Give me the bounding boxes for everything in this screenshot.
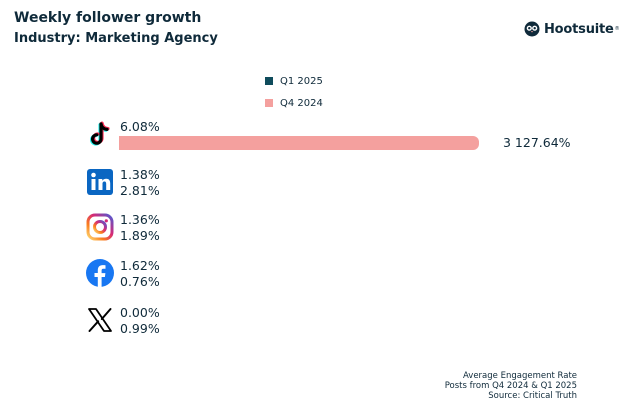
footer-period: Posts from Q4 2024 & Q1 2025 (444, 381, 577, 391)
value-label-x-q1-2025: 0.00% (120, 305, 160, 320)
chart-subtitle: Industry: Marketing Agency (14, 31, 218, 46)
chart-footer: Average Engagement Rate Posts from Q4 20… (445, 371, 577, 401)
value-label-tiktok-q4-2024: 3 127.64% (503, 135, 571, 150)
linkedin-icon (87, 169, 113, 195)
x-icon (88, 308, 112, 332)
legend-item-q4-2024: Q4 2024 (265, 95, 323, 111)
brand-name: Hootsuite (544, 21, 614, 37)
footer-metric: Average Engagement Rate (462, 371, 577, 381)
value-label-x-q4-2024: 0.99% (120, 321, 160, 336)
legend: Q1 2025 Q4 2024 (265, 73, 323, 117)
owl-icon (524, 21, 540, 37)
tiktok-icon (90, 121, 110, 146)
platform-row-linkedin: 1.38% 2.81% (0, 167, 620, 207)
facebook-icon (86, 259, 114, 287)
legend-swatch-q4-2024 (265, 99, 273, 107)
legend-swatch-q1-2025 (265, 77, 273, 85)
instagram-icon (86, 213, 114, 241)
value-label-instagram-q1-2025: 1.36% (120, 212, 160, 227)
legend-item-q1-2025: Q1 2025 (265, 73, 323, 89)
brand-registered-mark: ® (614, 26, 620, 32)
value-label-facebook-q1-2025: 1.62% (120, 258, 160, 273)
value-label-linkedin-q4-2024: 2.81% (120, 183, 160, 198)
legend-label-q1-2025: Q1 2025 (280, 75, 323, 87)
value-label-tiktok-q1-2025: 6.08% (120, 119, 160, 134)
brand-logo: Hootsuite ® (524, 21, 620, 37)
value-label-linkedin-q1-2025: 1.38% (120, 167, 160, 182)
platform-row-facebook: 1.62% 0.76% (0, 258, 620, 298)
value-label-instagram-q4-2024: 1.89% (120, 228, 160, 243)
chart-title: Weekly follower growth (14, 10, 202, 26)
legend-label-q4-2024: Q4 2024 (280, 97, 323, 109)
footer-source: Source: Critical Truth (488, 391, 577, 401)
value-label-facebook-q4-2024: 0.76% (120, 274, 160, 289)
platform-row-tiktok: 6.08% 3 127.64% (0, 119, 620, 159)
platform-row-x: 0.00% 0.99% (0, 305, 620, 345)
platform-row-instagram: 1.36% 1.89% (0, 212, 620, 252)
bar-tiktok-q4-2024 (119, 136, 479, 150)
